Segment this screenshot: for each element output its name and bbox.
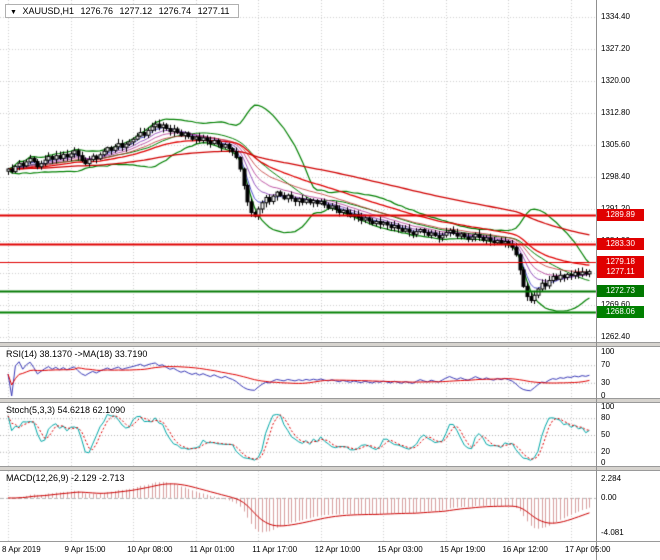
time-axis-label: 17 Apr 05:00 [565, 545, 611, 554]
stochastic-axis-tick: 100 [601, 402, 615, 411]
current-price-label: 1277.11 [597, 265, 644, 278]
symbol-period-label: XAUUSD,H1 [22, 6, 74, 16]
rsi-axis-tick: 0 [601, 391, 606, 400]
stochastic-axis-tick: 0 [601, 458, 606, 467]
price-axis-tick: 1327.20 [601, 44, 630, 53]
stochastic-title: Stoch(5,3,3) 54.6218 62.1090 [6, 405, 126, 415]
time-axis-label: 15 Apr 19:00 [439, 545, 486, 554]
level-price-label: 1289.89 [597, 208, 644, 221]
time-axis-label: 10 Apr 08:00 [127, 545, 173, 554]
price-axis-tick: 1291.20 [601, 204, 630, 214]
price-axis-border [596, 0, 597, 560]
price-axis-tick: 1298.40 [601, 172, 630, 181]
price-high: 1277.12 [119, 6, 153, 16]
level-price-label: 1268.06 [597, 305, 644, 318]
pane-resize-handle[interactable] [0, 398, 660, 403]
time-axis-label: 15 Apr 03:00 [377, 545, 423, 554]
stochastic-axis-tick: 80 [601, 413, 610, 423]
price-axis-tick: 1305.60 [601, 140, 630, 149]
macd-title: MACD(12,26,9) -2.129 -2.713 [6, 473, 125, 483]
time-axis-label: 11 Apr 01:00 [189, 545, 235, 554]
price-close: 1277.11 [197, 6, 230, 16]
level-price-label: 1272.73 [597, 285, 644, 298]
price-axis-tick: 1334.40 [601, 12, 630, 21]
price-low: 1276.74 [158, 6, 192, 16]
chart-title: ▼ XAUUSD,H1 1276.76 1277.12 1276.74 1277… [5, 4, 239, 18]
macd-axis-tick: 0.00 [601, 492, 617, 502]
rsi-axis-tick: 100 [601, 347, 615, 356]
rsi-axis-tick: 70 [601, 360, 610, 370]
price-axis-tick: 1312.80 [601, 108, 630, 117]
time-axis-border [0, 541, 660, 542]
time-axis-label: 11 Apr 17:00 [252, 545, 298, 554]
price-axis-tick: 1269.60 [601, 300, 630, 309]
rsi-title: RSI(14) 38.1370 ->MA(18) 33.7190 [6, 349, 148, 359]
time-axis-label: 8 Apr 2019 [2, 545, 41, 554]
price-axis-tick: 1262.40 [601, 332, 630, 341]
pane-resize-handle[interactable] [0, 466, 660, 471]
macd-axis-tick: 2.284 [601, 473, 622, 483]
time-axis-label: 12 Apr 10:00 [314, 545, 361, 554]
level-price-label: 1279.18 [597, 256, 644, 269]
price-axis-tick: 1320.00 [601, 76, 630, 85]
rsi-axis-tick: 30 [601, 377, 610, 387]
price-open: 1276.76 [80, 6, 114, 16]
stochastic-axis-tick: 20 [601, 446, 610, 456]
time-axis-label: 16 Apr 12:00 [502, 545, 548, 554]
level-price-label: 1283.30 [597, 238, 644, 251]
time-axis-label: 9 Apr 15:00 [64, 545, 106, 554]
stochastic-axis-tick: 50 [601, 430, 610, 439]
pane-resize-handle[interactable] [0, 342, 660, 347]
macd-axis-tick: -4.081 [601, 527, 624, 537]
chart-menu-icon[interactable]: ▼ [10, 9, 17, 16]
